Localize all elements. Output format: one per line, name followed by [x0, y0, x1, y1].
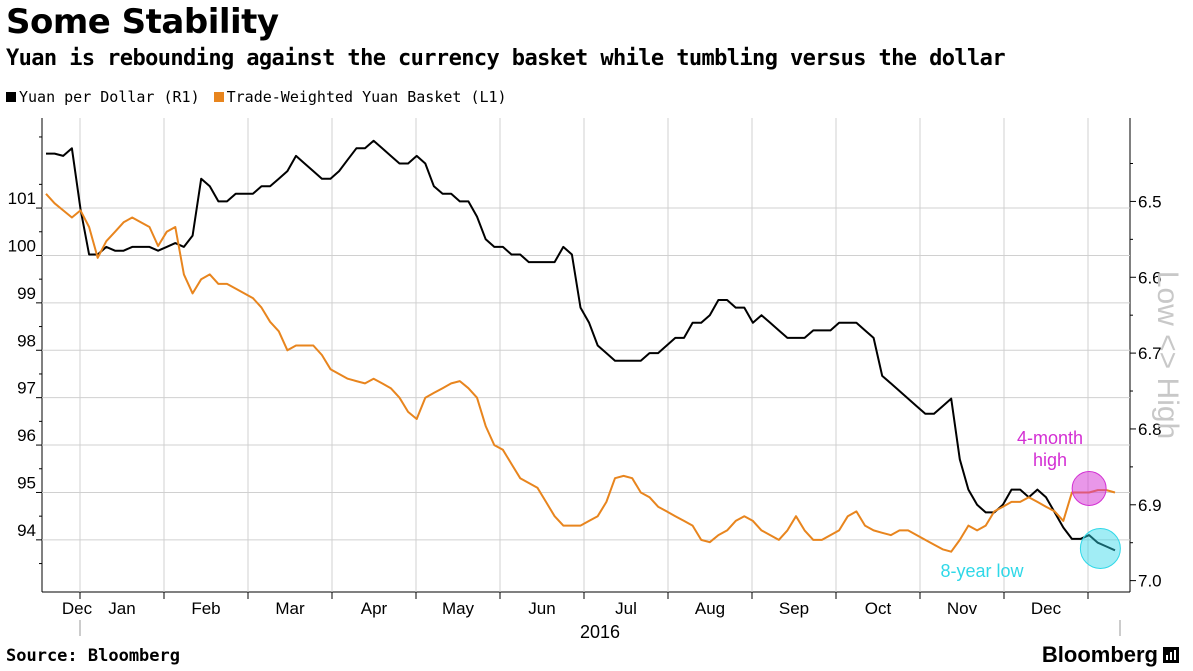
high-annotation-line2: high	[1033, 450, 1067, 470]
brand-name: Bloomberg	[1041, 642, 1158, 667]
direction-label: Low <> High	[1151, 271, 1184, 439]
left-tick-label: 101	[8, 189, 36, 208]
legend-item-basket: Trade-Weighted Yuan Basket (L1)	[213, 88, 507, 106]
left-tick-label: 94	[17, 521, 36, 540]
legend-label-basket: Trade-Weighted Yuan Basket (L1)	[226, 88, 507, 106]
x-tick-label: May	[442, 599, 475, 618]
right-tick-label: 7.0	[1138, 572, 1162, 591]
source-note: Source: Bloomberg	[6, 646, 180, 666]
right-tick-label: 6.6	[1138, 268, 1162, 287]
bloomberg-logo-icon	[1163, 647, 1179, 663]
right-tick-label: 6.9	[1138, 496, 1162, 515]
x-tick-label: Jun	[528, 599, 555, 618]
chart-subtitle: Yuan is rebounding against the currency …	[6, 46, 1006, 71]
left-tick-label: 96	[17, 426, 36, 445]
x-tick-label: Oct	[865, 599, 892, 618]
line-chart: 94 95 96 97 98 99 100 101 6.5 6.6 6.7 6.8 6.9 7.0 Low …	[8, 118, 1184, 640]
left-tick-label: 98	[17, 331, 36, 350]
left-tick-label: 100	[8, 236, 36, 255]
low-annotation: 8-year low	[940, 561, 1024, 581]
left-tick-label: 95	[17, 473, 36, 492]
x-tick-label: Mar	[275, 599, 305, 618]
x-tick-label: Jan	[108, 599, 135, 618]
x-tick-label: Aug	[695, 599, 725, 618]
legend-swatch-usd	[6, 92, 16, 102]
x-tick-label: Jul	[615, 599, 637, 618]
x-tick-label: Apr	[361, 599, 388, 618]
low-marker	[1079, 527, 1121, 569]
x-tick-label: Nov	[947, 599, 978, 618]
left-tick-label: 97	[17, 379, 36, 398]
right-tick-label: 6.5	[1138, 192, 1162, 211]
x-tick-label: Feb	[191, 599, 220, 618]
series-line-basket	[45, 193, 1116, 553]
year-label: 2016	[580, 622, 620, 640]
x-tick-label: Dec	[62, 599, 93, 618]
legend-item-usd: Yuan per Dollar (R1)	[6, 88, 200, 106]
x-tick-label: Dec	[1031, 599, 1062, 618]
chart-title: Some Stability	[6, 2, 279, 42]
legend-swatch-basket	[213, 92, 224, 102]
high-annotation-line1: 4-month	[1017, 428, 1083, 448]
brand: Bloomberg	[1042, 642, 1179, 668]
series-line-usd	[46, 139, 1116, 552]
x-tick-label: Sep	[779, 599, 809, 618]
high-marker	[1071, 470, 1107, 506]
legend-label-usd: Yuan per Dollar (R1)	[19, 88, 200, 106]
right-tick-label: 6.8	[1138, 420, 1162, 439]
right-tick-label: 6.7	[1138, 344, 1162, 363]
left-tick-label: 99	[17, 284, 36, 303]
legend: Yuan per Dollar (R1) Trade-Weighted Yuan…	[6, 88, 507, 106]
